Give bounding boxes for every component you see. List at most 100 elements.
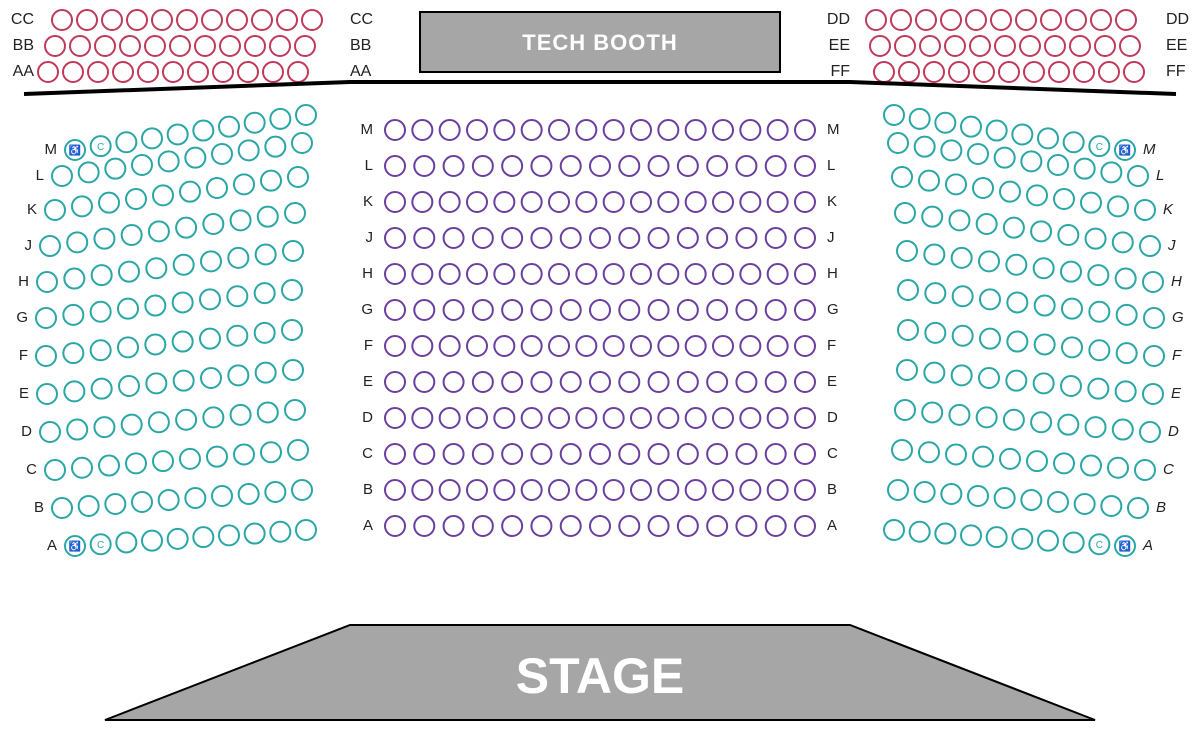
center-E-seat-3[interactable] <box>444 372 464 392</box>
side-left-H-seat-5[interactable] <box>146 258 166 278</box>
side-left-C-seat-2[interactable] <box>72 458 92 478</box>
side-left-J-seat-8[interactable] <box>231 210 251 230</box>
back-left-AA-seat-4[interactable] <box>113 62 133 82</box>
side-left-G-seat-7[interactable] <box>200 289 220 309</box>
side-left-M-seat-8[interactable] <box>245 113 265 133</box>
center-A-seat-4[interactable] <box>473 516 493 536</box>
side-right-K-seat-8[interactable] <box>946 174 966 194</box>
center-F-seat-11[interactable] <box>658 336 678 356</box>
center-F-seat-10[interactable] <box>631 336 651 356</box>
back-right-DD-seat-3[interactable] <box>916 10 936 30</box>
side-left-L-seat-5[interactable] <box>159 151 179 171</box>
side-right-B-seat-8[interactable] <box>941 484 961 504</box>
back-right-DD-seat-1[interactable] <box>866 10 886 30</box>
center-K-seat-1[interactable] <box>385 192 405 212</box>
back-right-DD-seat-9[interactable] <box>1066 10 1086 30</box>
side-left-A-seat-2[interactable]: C <box>91 534 111 554</box>
back-left-BB-seat-10[interactable] <box>270 36 290 56</box>
side-left-F-seat-9[interactable] <box>255 323 275 343</box>
center-M-seat-13[interactable] <box>713 120 733 140</box>
center-D-seat-9[interactable] <box>604 408 624 428</box>
side-left-E-seat-7[interactable] <box>201 368 221 388</box>
side-right-G-seat-10[interactable] <box>898 280 918 300</box>
center-D-seat-8[interactable] <box>576 408 596 428</box>
side-left-M-seat-7[interactable] <box>219 117 239 137</box>
back-right-FF-seat-10[interactable] <box>1099 62 1119 82</box>
side-right-L-seat-9[interactable] <box>915 137 935 157</box>
side-left-J-seat-2[interactable] <box>67 232 87 252</box>
back-left-BB-seat-8[interactable] <box>220 36 240 56</box>
side-left-G-seat-1[interactable] <box>36 308 56 328</box>
side-left-G-seat-9[interactable] <box>255 283 275 303</box>
center-K-seat-12[interactable] <box>686 192 706 212</box>
side-right-G-seat-5[interactable] <box>1035 296 1055 316</box>
side-left-H-seat-8[interactable] <box>228 248 248 268</box>
side-left-J-seat-4[interactable] <box>122 225 142 245</box>
back-right-EE-seat-4[interactable] <box>945 36 965 56</box>
center-D-seat-1[interactable] <box>385 408 405 428</box>
center-A-seat-9[interactable] <box>619 516 639 536</box>
center-J-seat-13[interactable] <box>736 228 756 248</box>
back-right-FF-seat-9[interactable] <box>1074 62 1094 82</box>
center-D-seat-16[interactable] <box>795 408 815 428</box>
center-A-seat-10[interactable] <box>649 516 669 536</box>
center-M-seat-7[interactable] <box>549 120 569 140</box>
side-right-H-seat-9[interactable] <box>924 244 944 264</box>
back-right-DD-seat-11[interactable] <box>1116 10 1136 30</box>
center-C-seat-14[interactable] <box>766 444 786 464</box>
side-right-J-seat-7[interactable] <box>977 214 997 234</box>
side-right-E-seat-4[interactable] <box>1061 376 1081 396</box>
center-L-seat-12[interactable] <box>707 156 727 176</box>
side-left-C-seat-9[interactable] <box>261 442 281 462</box>
center-B-seat-9[interactable] <box>604 480 624 500</box>
side-left-D-seat-5[interactable] <box>149 412 169 432</box>
side-right-G-seat-3[interactable] <box>1089 302 1109 322</box>
side-right-L-seat-6[interactable] <box>995 148 1015 168</box>
side-left-K-seat-4[interactable] <box>126 189 146 209</box>
center-M-seat-15[interactable] <box>768 120 788 140</box>
center-C-seat-11[interactable] <box>678 444 698 464</box>
center-M-seat-4[interactable] <box>467 120 487 140</box>
center-L-seat-13[interactable] <box>736 156 756 176</box>
side-left-E-seat-8[interactable] <box>228 365 248 385</box>
side-right-H-seat-2[interactable] <box>1116 269 1136 289</box>
side-left-G-seat-8[interactable] <box>227 286 247 306</box>
center-B-seat-3[interactable] <box>440 480 460 500</box>
center-C-seat-9[interactable] <box>619 444 639 464</box>
center-J-seat-15[interactable] <box>795 228 815 248</box>
side-left-A-seat-10[interactable] <box>296 520 316 540</box>
side-right-C-seat-10[interactable] <box>892 440 912 460</box>
side-right-M-seat-6[interactable] <box>987 121 1007 141</box>
side-left-M-seat-9[interactable] <box>270 109 290 129</box>
side-left-C-seat-5[interactable] <box>153 451 173 471</box>
center-H-seat-6[interactable] <box>522 264 542 284</box>
side-left-M-seat-6[interactable] <box>193 121 213 141</box>
center-J-seat-8[interactable] <box>590 228 610 248</box>
side-left-L-seat-8[interactable] <box>239 140 259 160</box>
side-left-B-seat-1[interactable] <box>52 498 72 518</box>
side-left-J-seat-5[interactable] <box>149 221 169 241</box>
side-right-D-seat-8[interactable] <box>949 405 969 425</box>
side-left-M-seat-5[interactable] <box>168 124 188 144</box>
center-K-seat-5[interactable] <box>494 192 514 212</box>
back-left-BB-seat-11[interactable] <box>295 36 315 56</box>
side-right-J-seat-6[interactable] <box>1004 218 1024 238</box>
side-left-K-seat-9[interactable] <box>261 171 281 191</box>
side-left-D-seat-4[interactable] <box>122 415 142 435</box>
side-left-H-seat-10[interactable] <box>283 241 303 261</box>
side-left-H-seat-9[interactable] <box>256 244 276 264</box>
side-left-F-seat-2[interactable] <box>63 343 83 363</box>
center-J-seat-9[interactable] <box>619 228 639 248</box>
side-right-E-seat-6[interactable] <box>1006 371 1026 391</box>
center-E-seat-15[interactable] <box>795 372 815 392</box>
side-right-F-seat-8[interactable] <box>953 326 973 346</box>
center-C-seat-15[interactable] <box>795 444 815 464</box>
center-D-seat-14[interactable] <box>740 408 760 428</box>
center-D-seat-5[interactable] <box>494 408 514 428</box>
side-left-E-seat-10[interactable] <box>283 360 303 380</box>
center-E-seat-5[interactable] <box>502 372 522 392</box>
center-K-seat-7[interactable] <box>549 192 569 212</box>
side-left-D-seat-3[interactable] <box>94 417 114 437</box>
side-left-K-seat-7[interactable] <box>207 178 227 198</box>
side-right-A-seat-2[interactable]: C <box>1089 534 1109 554</box>
